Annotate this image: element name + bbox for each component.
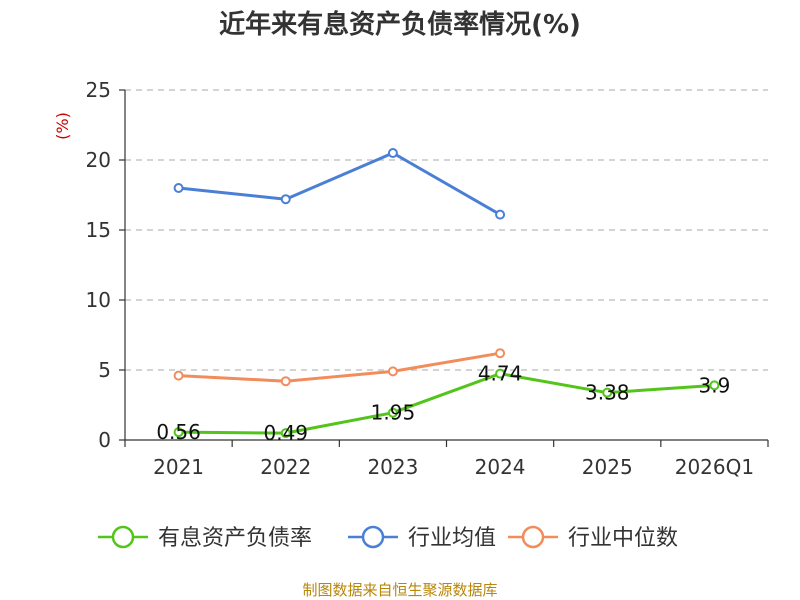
legend: 有息资产负债率 行业均值 行业中位数 [98, 525, 678, 551]
data-point [173, 183, 184, 193]
legend-marker [111, 525, 135, 549]
x-tick-label: 2023 [367, 455, 418, 479]
data-point [280, 428, 291, 439]
y-axis-unit: (%) [53, 112, 72, 140]
data-point [495, 209, 506, 220]
source-note: 制图数据来自恒生聚源数据库 [302, 581, 497, 599]
data-label: 0.49 [263, 421, 308, 445]
data-point [495, 348, 506, 359]
series-line [178, 372, 715, 435]
data-point [173, 427, 184, 438]
data-label: 3.38 [585, 381, 630, 405]
data-label: 4.74 [478, 362, 523, 386]
data-label: 3.9 [699, 373, 731, 397]
x-tick-label: 2025 [582, 455, 633, 479]
chart-title: 近年来有息资产负债率情况(%) [219, 9, 581, 40]
y-tick-label: 20 [86, 148, 111, 172]
data-label-layer: 0.56 0.49 1.95 4.74 3.38 3.9 [156, 362, 730, 446]
data-point [387, 366, 398, 377]
data-point [602, 387, 613, 398]
data-point [173, 370, 184, 381]
legend-marker [361, 525, 385, 549]
data-label: 0.56 [156, 420, 201, 444]
legend-label: 有息资产负债率 [158, 526, 312, 551]
series-line [178, 151, 501, 216]
data-label: 1.95 [371, 401, 416, 425]
data-point [280, 194, 291, 205]
y-tick-label: 0 [98, 428, 111, 452]
series-layer [173, 148, 720, 439]
y-tick-label: 25 [86, 78, 111, 102]
legend-label: 行业均值 [408, 526, 496, 551]
legend-marker [521, 525, 545, 549]
data-point [280, 376, 291, 387]
data-point [387, 148, 398, 158]
y-tick-label: 10 [86, 288, 111, 312]
x-tick-label: 2024 [475, 455, 526, 479]
data-point [387, 407, 398, 418]
y-tick-label: 5 [98, 358, 111, 382]
x-tick-label: 2021 [153, 455, 204, 479]
data-point [709, 380, 720, 391]
grid-layer [125, 89, 768, 371]
x-tick-label: 2026Q1 [675, 455, 754, 479]
series-line [178, 351, 501, 383]
y-tick-label: 15 [86, 218, 111, 242]
legend-label: 行业中位数 [568, 526, 678, 551]
x-tick-label: 2022 [260, 455, 311, 479]
data-point [495, 368, 506, 379]
